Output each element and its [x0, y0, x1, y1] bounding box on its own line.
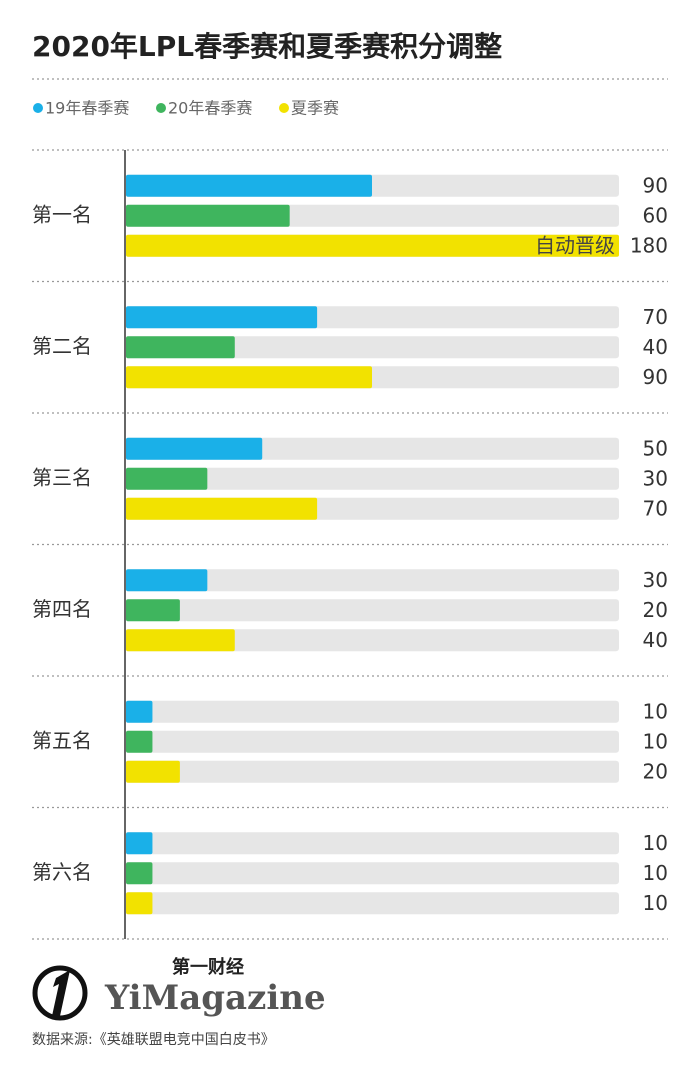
- value-label: 50: [643, 436, 668, 460]
- value-label: 90: [643, 365, 668, 389]
- category-label: 第六名: [32, 860, 92, 884]
- bar-track: [126, 730, 619, 753]
- legend-label: 夏季赛: [291, 99, 339, 118]
- category-label: 第一名: [32, 202, 92, 226]
- bar: [126, 497, 318, 520]
- bar: [126, 366, 372, 389]
- bar-track: [126, 569, 619, 592]
- legend-marker: [33, 103, 43, 113]
- bar: [126, 306, 318, 329]
- annotation: 自动晋级: [535, 233, 615, 257]
- value-label: 180: [630, 233, 668, 257]
- legend-marker: [156, 103, 166, 113]
- value-label: 90: [643, 173, 668, 197]
- bar-track: [126, 760, 619, 783]
- bar: [126, 629, 235, 652]
- bar-track: [126, 467, 619, 490]
- value-label: 70: [643, 496, 668, 520]
- bar: [126, 730, 153, 753]
- value-label: 60: [643, 203, 668, 227]
- category-label: 第二名: [32, 334, 92, 358]
- bar: [126, 599, 180, 622]
- bar: [126, 234, 619, 257]
- value-label: 70: [643, 305, 668, 329]
- bar: [126, 437, 263, 460]
- bar-track: [126, 862, 619, 885]
- value-label: 10: [643, 831, 668, 855]
- bar-track: [126, 832, 619, 855]
- bar: [126, 467, 208, 490]
- legend-label: 19年春季赛: [45, 99, 129, 118]
- brand-en: YiMagazine: [104, 978, 326, 1018]
- value-label: 10: [643, 891, 668, 915]
- value-label: 40: [643, 335, 668, 359]
- category-label: 第三名: [32, 465, 92, 489]
- bar: [126, 892, 153, 915]
- bar-track: [126, 336, 619, 359]
- bar-track: [126, 700, 619, 723]
- value-label: 10: [643, 699, 668, 723]
- chart-title: 2020年LPL春季赛和夏季赛积分调整: [32, 30, 502, 63]
- bar-track: [126, 892, 619, 915]
- logo-icon: [32, 965, 88, 1021]
- category-label: 第四名: [32, 597, 92, 621]
- source: 数据来源:《英雄联盟电竞中国白皮书》: [32, 1031, 275, 1048]
- value-label: 30: [643, 568, 668, 592]
- value-label: 10: [643, 729, 668, 753]
- category-label: 第五名: [32, 728, 92, 752]
- bar-track: [126, 599, 619, 622]
- bar: [126, 862, 153, 885]
- bar: [126, 174, 372, 197]
- value-label: 30: [643, 466, 668, 490]
- bar: [126, 700, 153, 723]
- value-label: 10: [643, 861, 668, 885]
- bar: [126, 832, 153, 855]
- value-label: 20: [643, 759, 668, 783]
- legend-marker: [279, 103, 289, 113]
- bar: [126, 204, 290, 227]
- value-label: 40: [643, 628, 668, 652]
- bar: [126, 336, 235, 359]
- bar-track: [126, 629, 619, 652]
- legend-label: 20年春季赛: [168, 99, 252, 118]
- value-label: 20: [643, 598, 668, 622]
- brand-cn: 第一财经: [172, 956, 244, 978]
- bar: [126, 569, 208, 592]
- bar: [126, 760, 180, 783]
